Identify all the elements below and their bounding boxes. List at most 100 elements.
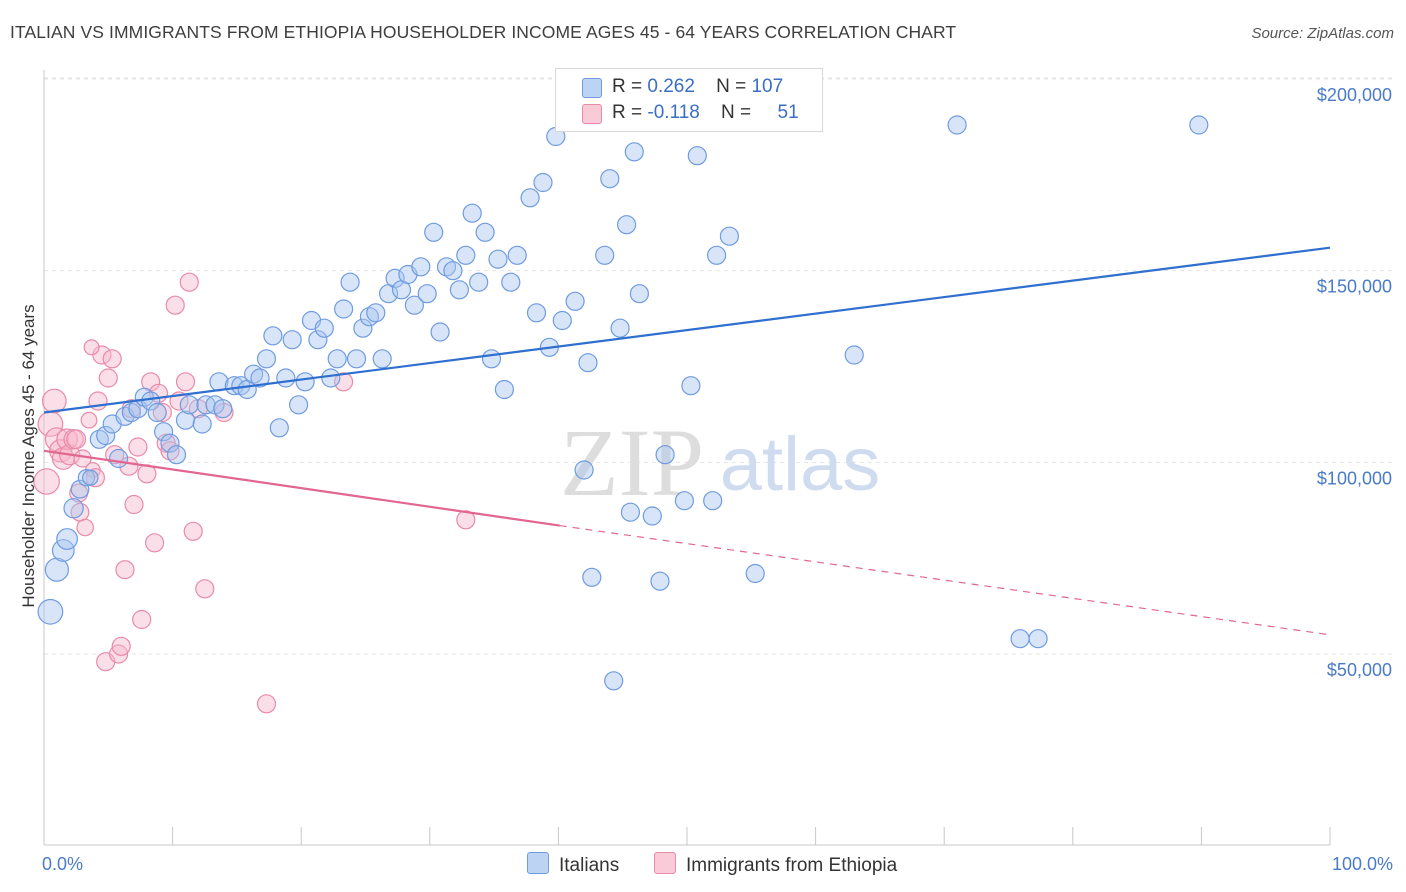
point-italians bbox=[430, 322, 450, 342]
tick-labels: $50,000 $100,000 $150,000 $200,000 0.0% 100.0… bbox=[42, 85, 1393, 874]
point-italians bbox=[582, 567, 602, 587]
swatch-ethiopia bbox=[654, 852, 676, 874]
point-italians bbox=[51, 539, 75, 562]
point-italians bbox=[533, 172, 553, 193]
point-italians bbox=[372, 349, 392, 369]
point-ethiopia bbox=[111, 636, 131, 656]
point-italians bbox=[655, 445, 675, 465]
point-italians bbox=[681, 376, 701, 396]
point-italians bbox=[600, 169, 620, 189]
point-ethiopia bbox=[165, 295, 185, 315]
point-italians bbox=[96, 425, 116, 446]
point-italians bbox=[295, 372, 315, 392]
y-tick-label: $100,000 bbox=[1317, 468, 1392, 488]
point-italians bbox=[574, 460, 594, 480]
point-italians bbox=[595, 245, 615, 265]
point-ethiopia bbox=[98, 368, 118, 388]
point-italians bbox=[456, 245, 476, 265]
point-italians bbox=[674, 491, 695, 511]
point-italians bbox=[70, 479, 90, 499]
point-ethiopia bbox=[66, 429, 87, 450]
point-italians bbox=[610, 318, 630, 338]
legend-item-italians[interactable]: Italians bbox=[527, 852, 619, 877]
point-italians bbox=[44, 557, 70, 582]
legend-n-value-ethiopia: 51 bbox=[777, 102, 799, 123]
point-italians bbox=[703, 491, 723, 511]
point-italians bbox=[1189, 115, 1209, 135]
point-italians bbox=[77, 469, 96, 487]
point-italians bbox=[488, 249, 508, 269]
correlation-legend: R = 0.262 N = 107 R = -0.118 N = 51 bbox=[555, 68, 823, 132]
point-italians bbox=[213, 399, 233, 419]
point-italians bbox=[385, 268, 405, 288]
legend-item-ethiopia[interactable]: Immigrants from Ethiopia bbox=[654, 852, 897, 877]
series-ethiopia-points bbox=[33, 272, 476, 714]
point-ethiopia bbox=[128, 437, 148, 457]
point-ethiopia bbox=[33, 468, 60, 495]
point-italians bbox=[501, 272, 521, 292]
point-italians bbox=[449, 280, 469, 300]
point-italians bbox=[475, 222, 495, 242]
point-italians bbox=[520, 188, 540, 208]
point-italians bbox=[844, 345, 864, 365]
point-italians bbox=[620, 502, 641, 522]
point-italians bbox=[147, 402, 167, 423]
legend-n-label: N = bbox=[716, 76, 747, 97]
legend-n-label: N = bbox=[720, 102, 752, 123]
point-italians bbox=[1028, 629, 1048, 649]
point-italians bbox=[108, 448, 129, 469]
trend-line-ethiopia-extrapolated bbox=[559, 524, 1331, 636]
point-italians bbox=[321, 368, 341, 388]
point-italians bbox=[526, 303, 547, 323]
point-italians bbox=[256, 349, 277, 369]
point-italians bbox=[469, 272, 489, 292]
point-ethiopia bbox=[175, 372, 196, 392]
point-italians bbox=[353, 318, 373, 338]
y-tick-label: $200,000 bbox=[1317, 85, 1392, 105]
point-ethiopia bbox=[76, 518, 94, 537]
point-italians bbox=[314, 318, 334, 338]
point-italians bbox=[642, 506, 662, 526]
swatch-italians bbox=[527, 852, 549, 874]
point-ethiopia bbox=[115, 560, 135, 580]
trend-line-italians bbox=[43, 246, 1331, 414]
point-ethiopia bbox=[152, 402, 172, 423]
point-italians bbox=[282, 330, 302, 350]
series-italians-points bbox=[37, 115, 1209, 691]
chart-title: ITALIAN VS IMMIGRANTS FROM ETHIOPIA HOUS… bbox=[10, 22, 957, 42]
point-ethiopia bbox=[41, 388, 67, 414]
point-italians bbox=[443, 261, 463, 281]
x-tick-label: 0.0% bbox=[42, 854, 83, 874]
point-italians bbox=[650, 571, 670, 591]
point-italians bbox=[411, 257, 431, 277]
legend-r-value-italians: 0.262 bbox=[647, 76, 695, 97]
gridlines bbox=[44, 77, 1392, 655]
point-italians bbox=[327, 349, 347, 369]
point-italians bbox=[719, 226, 740, 246]
point-italians bbox=[289, 395, 309, 415]
point-ethiopia bbox=[183, 521, 203, 541]
point-italians bbox=[63, 498, 84, 519]
point-ethiopia bbox=[195, 579, 215, 599]
point-ethiopia bbox=[108, 644, 129, 664]
point-italians bbox=[687, 146, 707, 166]
trend-lines bbox=[43, 246, 1331, 636]
point-italians bbox=[947, 115, 967, 135]
point-italians bbox=[56, 528, 78, 550]
series-legend: Italians Immigrants from Ethiopia bbox=[0, 852, 1406, 878]
point-italians bbox=[481, 349, 502, 369]
point-italians bbox=[276, 368, 296, 388]
point-ethiopia bbox=[456, 510, 476, 530]
point-italians bbox=[565, 291, 585, 311]
legend-r-value-ethiopia: -0.118 bbox=[647, 102, 700, 123]
point-italians bbox=[417, 284, 437, 304]
point-ethiopia bbox=[179, 272, 199, 292]
watermark-zip: ZIP bbox=[560, 409, 704, 516]
y-axis-title: Householder Income Ages 45 - 64 years bbox=[19, 304, 38, 607]
axes bbox=[43, 70, 1331, 846]
point-italians bbox=[616, 215, 637, 235]
watermark: ZIP atlas bbox=[560, 409, 880, 516]
point-italians bbox=[340, 272, 360, 292]
point-italians bbox=[269, 418, 289, 438]
